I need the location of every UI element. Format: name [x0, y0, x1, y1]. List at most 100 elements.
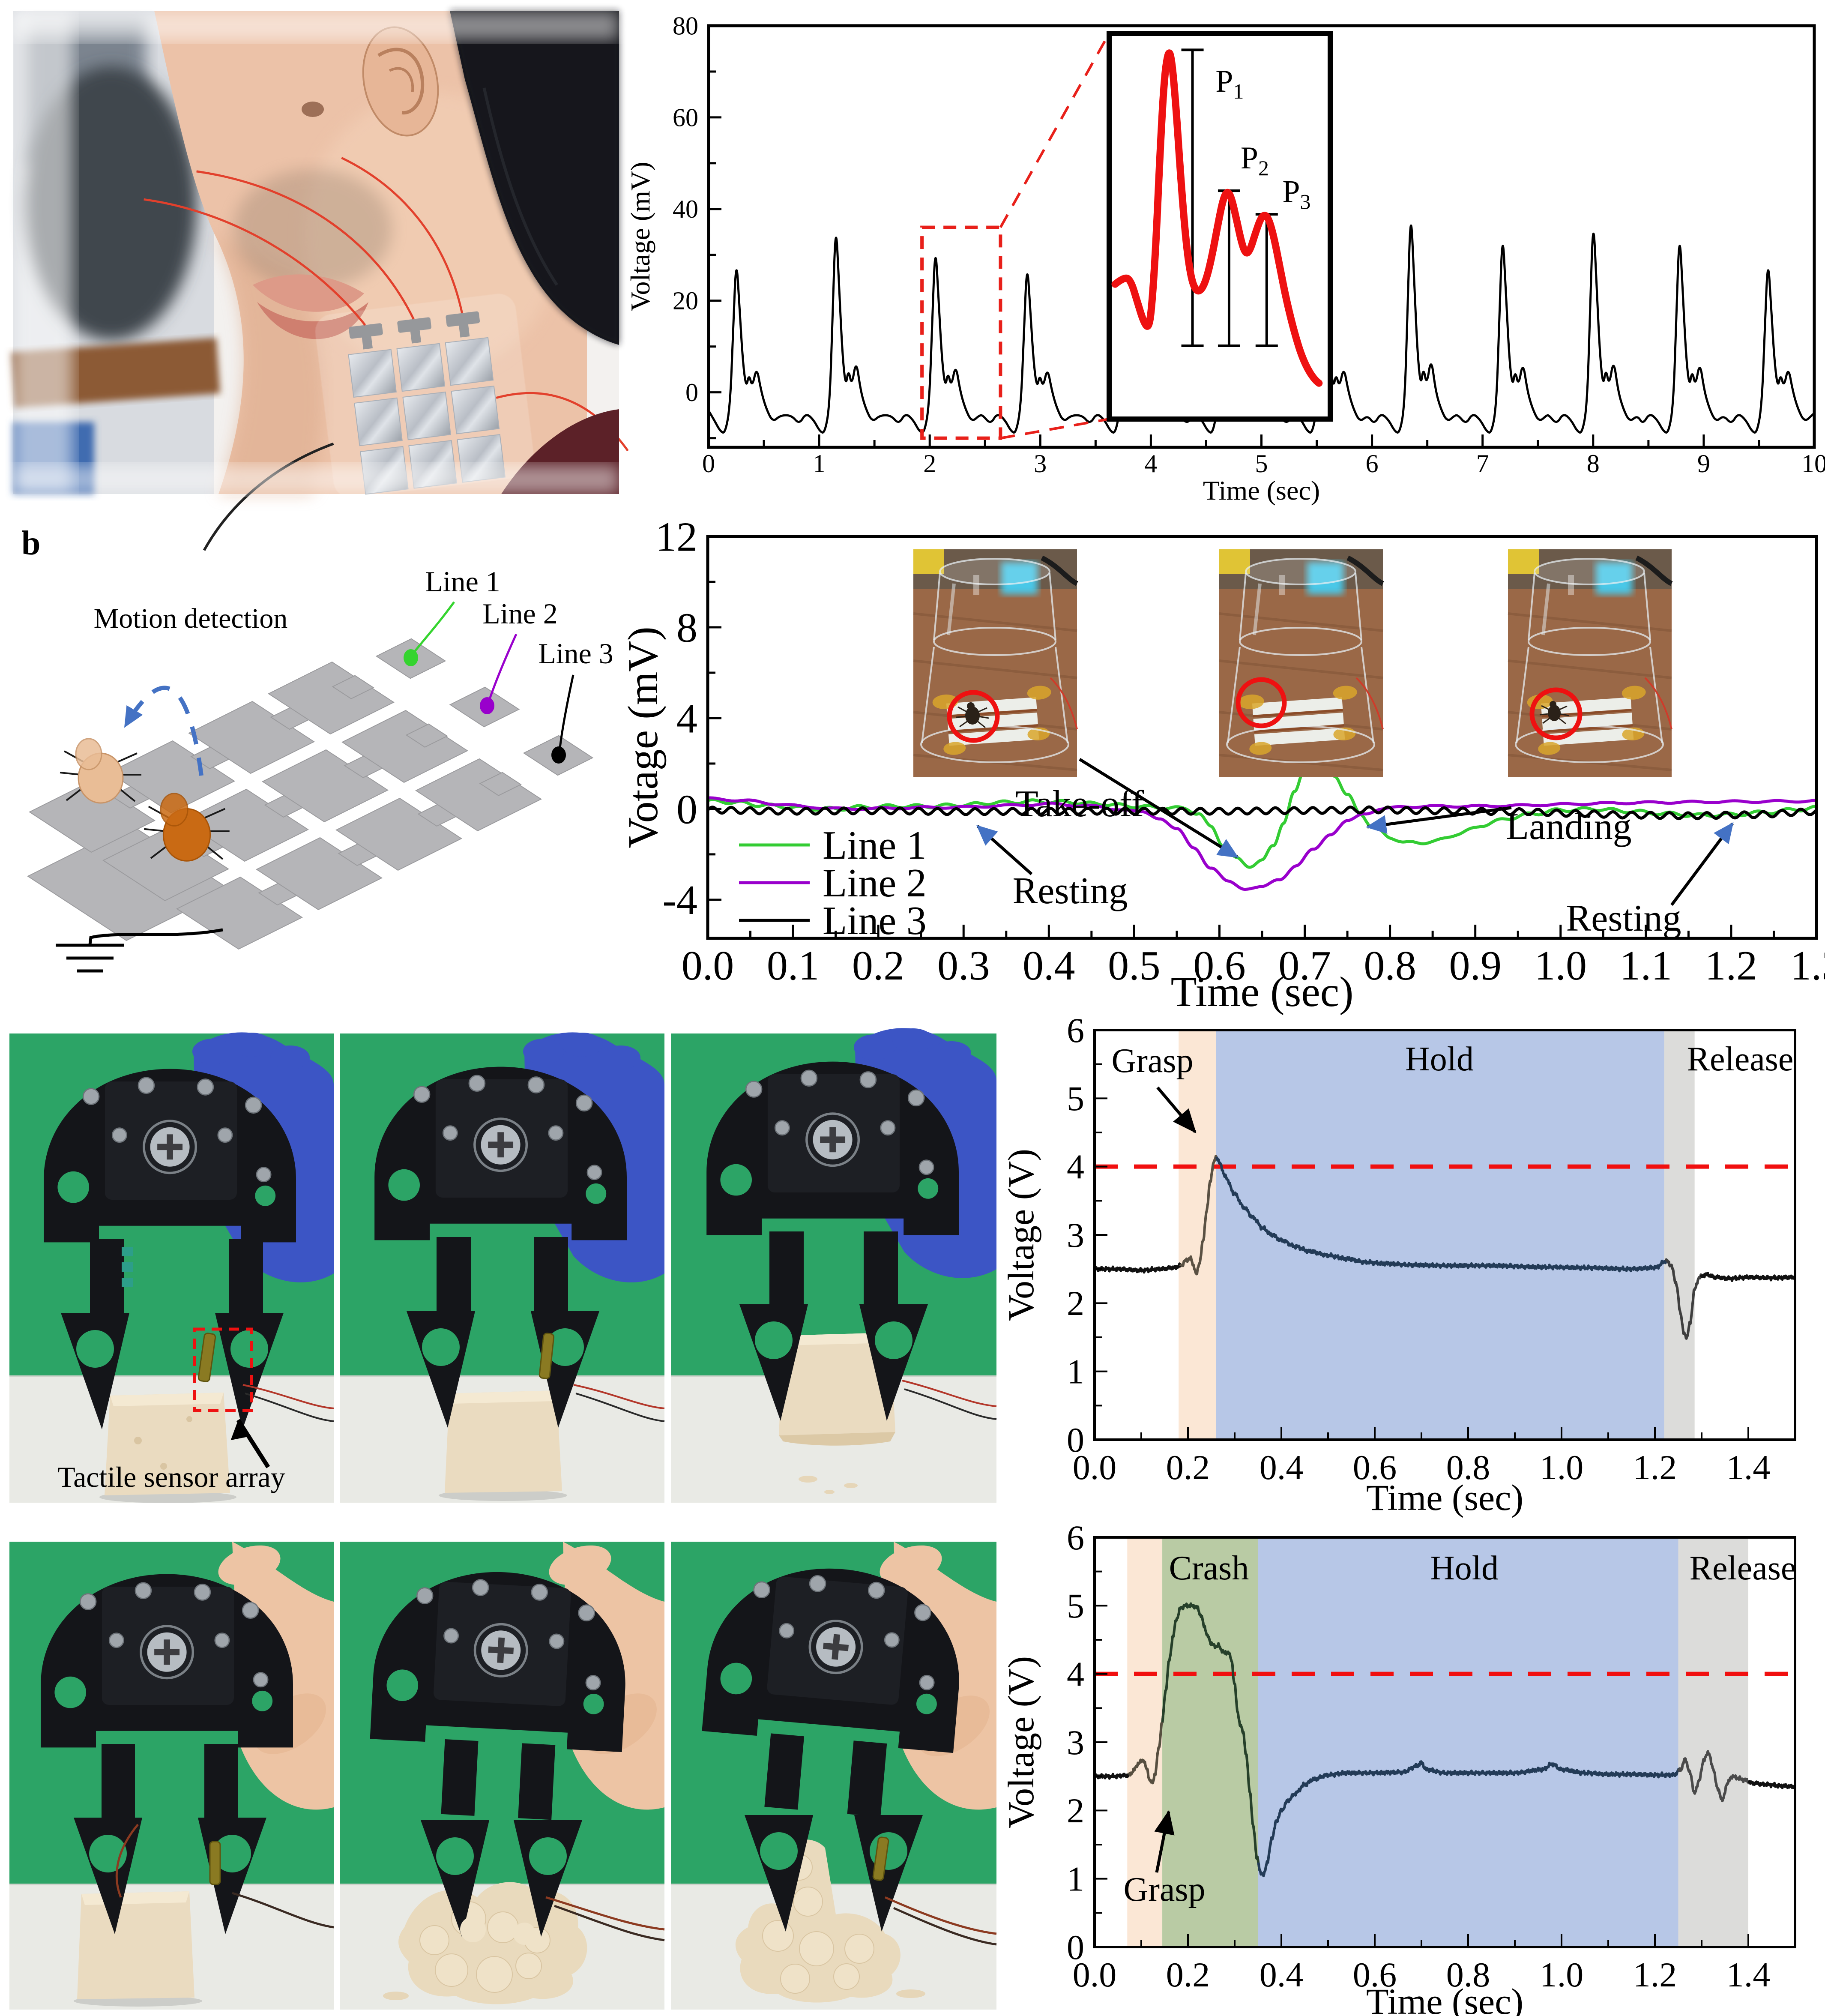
svg-text:7: 7: [1476, 449, 1489, 478]
svg-text:2: 2: [1067, 1284, 1084, 1323]
svg-text:Line 2: Line 2: [823, 861, 927, 905]
series-0-seg-3: [1664, 1258, 1703, 1340]
motion-arc: [123, 686, 203, 776]
svg-text:0.2: 0.2: [852, 943, 905, 989]
svg-text:1.1: 1.1: [1620, 943, 1672, 989]
svg-text:6: 6: [1366, 449, 1379, 478]
line-label-3: Line 3: [538, 637, 613, 670]
svg-text:5: 5: [1067, 1079, 1084, 1118]
svg-text:4: 4: [676, 695, 697, 742]
chart-insect-lines: 0.0 0.1 0.2 0.3 0.4 0.5 0.6 0.7 0.8 0.9 1.0 1.1 1.2 1…: [619, 514, 1825, 1015]
svg-text:0.6: 0.6: [1193, 943, 1246, 989]
zoom-box: [920, 225, 1002, 440]
gripper: [696, 1558, 968, 1817]
cup-photo-landing: [1508, 549, 1673, 777]
cup-photo-flying: [1219, 549, 1384, 777]
y-axis-title: Voltage (mV): [625, 162, 655, 312]
red-circle-annotation: [947, 690, 1000, 743]
svg-text:6: 6: [1067, 1518, 1084, 1557]
svg-text:1.3: 1.3: [1790, 943, 1825, 989]
series-line-2: [707, 796, 1817, 891]
svg-text:0.7: 0.7: [1278, 943, 1331, 989]
annotation-resting: Resting: [1013, 870, 1128, 912]
svg-text:0: 0: [685, 378, 698, 407]
tofu-block: [105, 1393, 230, 1495]
tofu-block: [445, 1390, 562, 1493]
series-0-seg-1: [1128, 1708, 1165, 1785]
pad-0-1: [108, 740, 236, 814]
x-axis-title: Time (sec): [1366, 1981, 1523, 2016]
annotation-arrow-1: [1366, 806, 1512, 834]
sensor-arrow: [230, 1419, 270, 1468]
series-0-seg-2: [1215, 1156, 1668, 1273]
gripper-photo-d1: [9, 1542, 334, 2010]
line-label-2: Line 2: [482, 597, 558, 630]
ticks: [1094, 1537, 1796, 1948]
gripper-photo-d2: [340, 1542, 665, 2010]
svg-text:0.6: 0.6: [1353, 1955, 1397, 1994]
svg-text:8: 8: [676, 605, 697, 651]
y-axis-title: Voltage (V): [1000, 1656, 1041, 1828]
line-dot-1: [404, 649, 418, 666]
svg-text:1: 1: [813, 449, 826, 478]
sensor-strips: [932, 686, 1051, 755]
svg-text:1: 1: [1067, 1860, 1084, 1899]
cup-photo-takeoff: [913, 549, 1078, 777]
svg-text:0.2: 0.2: [1166, 1448, 1210, 1487]
svg-text:0.8: 0.8: [1446, 1955, 1490, 1994]
svg-text:8: 8: [1587, 449, 1600, 478]
pad-0-2: [188, 701, 315, 774]
zoom-leader-top: [999, 33, 1110, 228]
svg-text:20: 20: [673, 287, 698, 315]
svg-text:6: 6: [1067, 1011, 1084, 1050]
hair: [450, 11, 619, 345]
crushed-tofu-column: [735, 1839, 925, 2003]
x-axis-title: Time (sec): [1203, 475, 1320, 506]
series-0-seg-3: [1257, 1760, 1681, 1878]
svg-text:Line 1: Line 1: [823, 823, 927, 868]
annotation-release: Release: [1687, 1040, 1794, 1078]
tick-labels: 0.0 0.1 0.2 0.3 0.4 0.5 0.6 0.7 0.8 0.9 1.0 1.1 1.2 1…: [655, 514, 1825, 989]
arm-pads: [122, 1247, 133, 1287]
trace-1-3: [405, 723, 448, 748]
sensor-wires: [242, 1384, 334, 1422]
svg-text:60: 60: [673, 103, 698, 132]
svg-text:1.0: 1.0: [1535, 943, 1587, 989]
svg-text:3: 3: [1067, 1723, 1084, 1762]
plastic-cup: [920, 558, 1069, 763]
chart-pulse-voltage: 0 1 2 3 4 5 6 7 8 9 10 0 20 40 60 80 Time (sec) Voltage (…: [625, 12, 1825, 506]
svg-text:0.1: 0.1: [767, 943, 820, 989]
series-line-3: [706, 805, 1818, 821]
band-hold: [1216, 1030, 1664, 1440]
x-axis-title: Time (sec): [1171, 968, 1354, 1015]
svg-text:5: 5: [1255, 449, 1268, 478]
svg-text:0.9: 0.9: [1449, 943, 1502, 989]
annotation-hold: Hold: [1430, 1549, 1499, 1587]
pad-2-0: [176, 876, 303, 950]
ticks: [1094, 1029, 1796, 1441]
upper-lip: [253, 274, 364, 312]
insect-orange: [144, 793, 230, 862]
svg-text:0.2: 0.2: [1166, 1955, 1210, 1994]
red-circle-annotation: [1236, 677, 1287, 728]
svg-text:0: 0: [1067, 1420, 1084, 1459]
cup-scene: [1219, 549, 1384, 777]
gripper-arm-right: [229, 1239, 263, 1315]
svg-text:0.8: 0.8: [1446, 1448, 1490, 1487]
band-release: [1678, 1537, 1748, 1947]
series-0-seg-0: [1094, 1262, 1183, 1274]
band-release: [1664, 1030, 1695, 1440]
crumbs: [799, 1476, 858, 1494]
trace-2-3: [479, 772, 522, 796]
nostril: [302, 102, 324, 117]
annotation-landing: Landing: [1506, 806, 1631, 848]
series-0-seg-4: [1699, 1272, 1796, 1282]
annotation-take-off: Take-off: [1015, 783, 1144, 825]
annotation-grasp: Grasp: [1111, 1042, 1193, 1080]
svg-text:2: 2: [1067, 1791, 1084, 1830]
series-0-seg-5: [1747, 1780, 1796, 1789]
annotation-grasp: Grasp: [1123, 1871, 1205, 1908]
lower-lip: [257, 302, 368, 339]
trace-0-3: [332, 675, 374, 699]
